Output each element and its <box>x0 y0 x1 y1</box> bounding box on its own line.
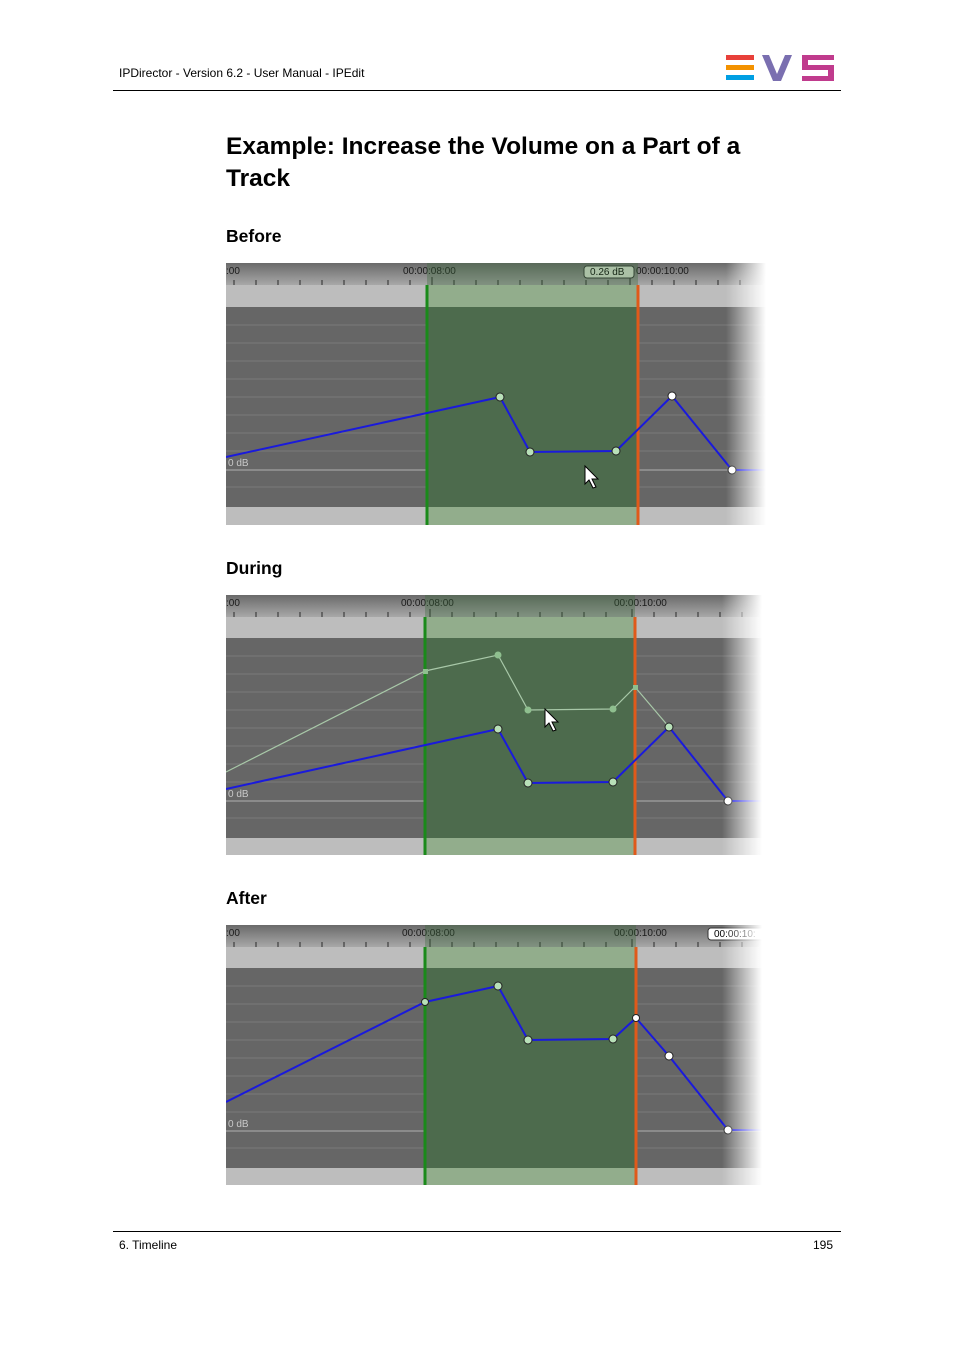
ruler-timecode-1: 00:00:08:00 <box>401 598 454 609</box>
zero-db-label: 0 dB <box>228 789 249 800</box>
keyframe-point <box>493 981 503 991</box>
keyframe-point <box>608 1034 618 1044</box>
footer-rule <box>113 1231 841 1232</box>
ruler-timecode-2: 00:00:10:00 <box>614 928 667 939</box>
section-label-before: Before <box>226 226 282 246</box>
ruler-timecode-1: 00:00:08:00 <box>402 928 455 939</box>
keyframe-point <box>611 446 621 456</box>
keyframe-point <box>632 1014 640 1022</box>
keyframe-point <box>495 392 505 402</box>
zero-db-label: 0 dB <box>228 458 249 469</box>
cursor-icon <box>584 464 600 489</box>
screenshot-after: :00 00:00:08:00 00:00:10:00 00:00:10: 0 … <box>226 925 762 1185</box>
keyframe-point <box>421 998 429 1006</box>
ruler-timecode-2: 00:00:10:00 <box>636 266 689 277</box>
keyframe-point <box>608 777 618 787</box>
ruler-edge-timecode: :00 <box>226 598 240 609</box>
keyframe-point <box>523 1035 533 1045</box>
cursor-icon <box>544 707 560 732</box>
selection-range[interactable] <box>425 968 636 1168</box>
selection-range[interactable] <box>427 307 638 507</box>
time-ruler <box>226 595 762 617</box>
header-rule <box>113 90 841 91</box>
preview-keyframe <box>423 669 428 674</box>
keyframe-point <box>664 722 674 732</box>
zero-db-label: 0 dB <box>228 1119 249 1130</box>
preview-keyframe <box>633 685 638 690</box>
preview-keyframe <box>494 651 502 659</box>
ruler-timecode-1: 00:00:08:00 <box>403 266 456 277</box>
page-number: 195 <box>812 1238 833 1252</box>
keyframe-point <box>493 724 503 734</box>
screenshot-before: :00 00:00:08:00 00:00:10:00 0.26 dB 0 dB <box>226 263 766 525</box>
section-label-after: After <box>226 888 267 908</box>
ruler-edge-timecode: :00 <box>226 266 240 277</box>
keyframe-point <box>525 447 535 457</box>
keyframe-point <box>667 391 677 401</box>
time-ruler <box>226 925 762 947</box>
evs-logo <box>726 55 834 81</box>
preview-keyframe <box>524 706 532 714</box>
level-badge-text: 0.26 dB <box>590 267 625 278</box>
keyframe-point <box>664 1051 674 1061</box>
page-title: Example: Increase the Volume on a Part o… <box>226 133 741 192</box>
ruler-timecode-2: 00:00:10:00 <box>614 598 667 609</box>
section-label-during: During <box>226 558 283 578</box>
keyframe-point <box>523 778 533 788</box>
level-badge <box>583 265 635 279</box>
preview-keyframe <box>609 705 617 713</box>
screenshot-during: :00 00:00:08:00 00:00:10:00 0 dB <box>226 595 762 855</box>
footer-chapter: 6. Timeline <box>119 1238 178 1252</box>
running-header: IPDirector - Version 6.2 - User Manual -… <box>119 66 365 80</box>
ruler-edge-timecode: :00 <box>226 928 240 939</box>
